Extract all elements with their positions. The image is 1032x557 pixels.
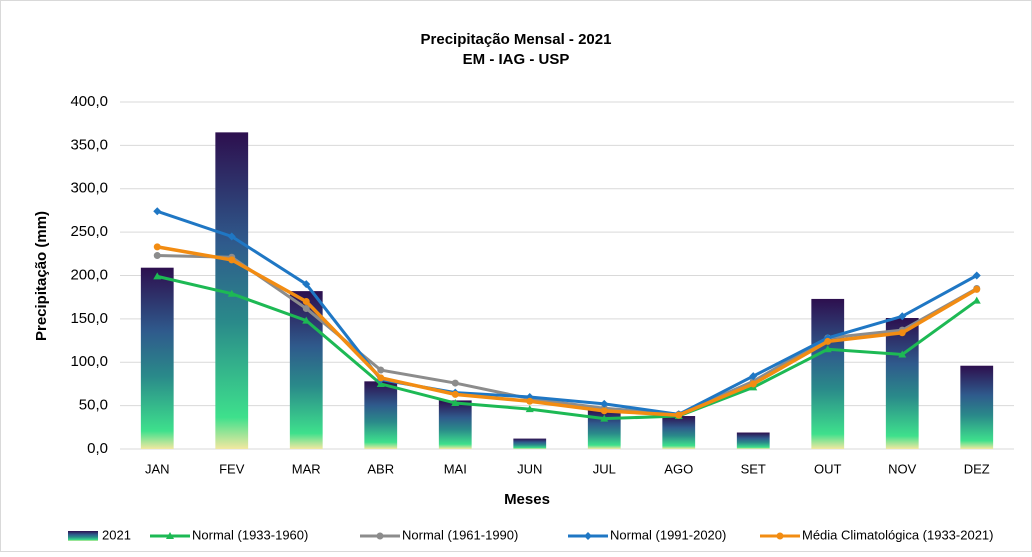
x-tick-label: DEZ [964, 461, 990, 476]
x-tick-label: JUN [517, 461, 542, 476]
marker [600, 407, 608, 415]
bar [513, 438, 547, 449]
marker [153, 207, 162, 216]
marker [376, 532, 384, 540]
line [156, 245, 978, 417]
marker [228, 256, 236, 264]
bar [811, 298, 845, 449]
chart-title: Precipitação Mensal - 2021 [421, 31, 612, 48]
marker [824, 337, 832, 345]
y-tick-label: 150,0 [70, 310, 108, 327]
marker [302, 316, 311, 324]
marker [227, 232, 236, 241]
x-tick-label: FEV [219, 461, 245, 476]
marker [973, 285, 981, 293]
x-tick-label: MAR [292, 461, 321, 476]
bar [662, 416, 696, 449]
x-axis-label: Meses [504, 491, 550, 508]
marker [227, 289, 236, 297]
x-tick-label: SET [741, 461, 766, 476]
marker [302, 280, 311, 289]
marker [898, 329, 906, 337]
bar [736, 432, 770, 449]
marker [153, 243, 161, 251]
legend-label: Normal (1961-1990) [402, 527, 518, 542]
x-tick-label: AGO [664, 461, 693, 476]
marker [600, 399, 609, 408]
y-tick-label: 300,0 [70, 180, 108, 197]
marker [823, 345, 832, 353]
y-axis-label: Precipitação (mm) [33, 211, 50, 341]
marker [451, 399, 460, 407]
bar [438, 400, 472, 449]
bar [885, 318, 919, 449]
marker [776, 532, 784, 540]
x-tick-label: JAN [145, 461, 170, 476]
chart-subtitle: EM - IAG - USP [463, 51, 570, 68]
bar [364, 381, 398, 449]
marker [153, 272, 162, 280]
line [157, 254, 978, 416]
marker [377, 374, 385, 382]
marker [749, 372, 758, 381]
marker [898, 350, 907, 358]
x-tick-label: OUT [814, 461, 842, 476]
y-tick-label: 200,0 [70, 266, 108, 283]
legend-swatch [68, 531, 98, 541]
y-tick-label: 400,0 [70, 93, 108, 110]
x-tick-label: ABR [367, 461, 394, 476]
x-tick-label: NOV [888, 461, 917, 476]
marker [451, 390, 459, 398]
marker [898, 312, 907, 321]
bar [140, 267, 174, 449]
legend-label: Normal (1991-2020) [610, 527, 726, 542]
marker [972, 271, 981, 280]
y-tick-label: 0,0 [87, 440, 108, 457]
line [156, 209, 978, 416]
marker [166, 532, 174, 539]
marker [600, 414, 609, 422]
marker [525, 405, 534, 413]
marker [153, 252, 161, 260]
legend-label: 2021 [102, 527, 131, 542]
y-tick-label: 350,0 [70, 136, 108, 153]
legend-label: Normal (1933-1960) [192, 527, 308, 542]
bar [960, 365, 994, 449]
marker [302, 304, 310, 312]
marker [526, 397, 534, 405]
y-tick-label: 50,0 [79, 397, 108, 414]
marker [451, 379, 459, 387]
x-tick-label: MAI [444, 461, 467, 476]
marker [302, 298, 310, 306]
legend-label: Média Climatológica (1933-2021) [802, 527, 994, 542]
y-tick-label: 250,0 [70, 223, 108, 240]
marker [749, 380, 757, 388]
marker [377, 366, 385, 374]
marker [584, 532, 592, 540]
marker [675, 411, 683, 419]
x-tick-label: JUL [593, 461, 616, 476]
line [156, 274, 978, 421]
marker [972, 296, 981, 304]
y-tick-label: 100,0 [70, 353, 108, 370]
